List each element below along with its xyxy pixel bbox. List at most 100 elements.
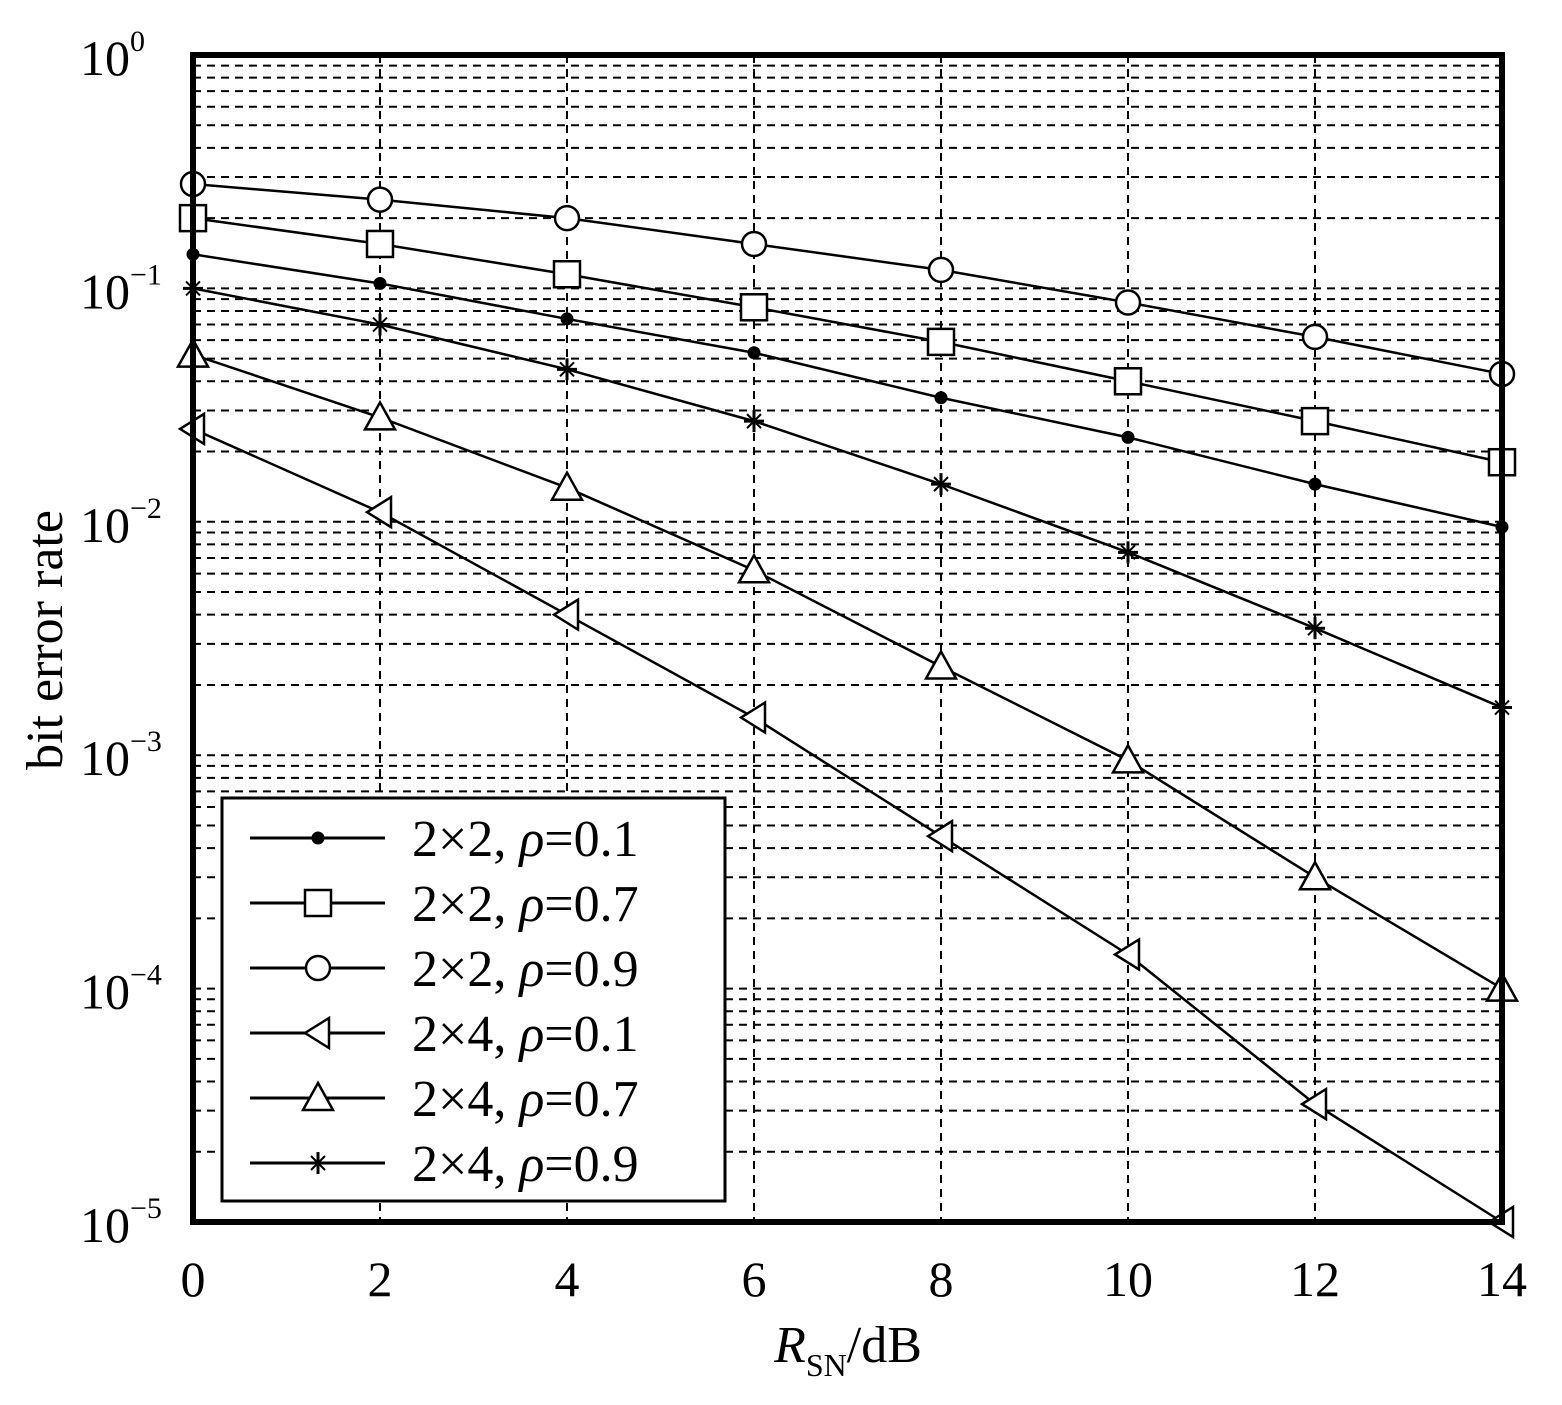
data-point-dot bbox=[560, 312, 574, 326]
y-tick-base: 10 bbox=[80, 263, 130, 319]
legend-label: 2×2, ρ=0.7 bbox=[412, 876, 639, 933]
data-point-dot bbox=[747, 346, 761, 360]
legend-label-prefix: 2×2, bbox=[412, 876, 519, 933]
y-tick-label: 10−3 bbox=[80, 725, 162, 786]
y-tick-base: 10 bbox=[80, 30, 130, 86]
data-point-star bbox=[557, 358, 577, 381]
x-tick-label: 2 bbox=[368, 1251, 393, 1307]
y-tick-exponent: −3 bbox=[130, 725, 162, 758]
legend-label-suffix: =0.1 bbox=[544, 811, 638, 868]
data-point-dot bbox=[1308, 477, 1322, 491]
data-point-circle bbox=[1114, 289, 1142, 316]
x-axis-label-unit: /dB bbox=[847, 1317, 922, 1374]
legend-label-suffix: =0.9 bbox=[544, 1136, 638, 1193]
data-point-triangle-up bbox=[549, 470, 585, 501]
data-point-triangle-left bbox=[925, 818, 954, 854]
x-axis-label-main: R bbox=[773, 1317, 806, 1374]
data-point-triangle-up bbox=[736, 552, 772, 584]
series-line bbox=[192, 287, 1503, 709]
legend-item: 2×2, ρ=0.1 bbox=[250, 811, 639, 868]
legend-label-rho: ρ bbox=[517, 941, 544, 998]
star-stroke bbox=[559, 361, 575, 378]
y-tick-label: 10−2 bbox=[80, 492, 162, 553]
data-point-square bbox=[303, 888, 333, 918]
data-point-dot bbox=[934, 391, 948, 405]
y-tick-exponent: −4 bbox=[130, 959, 162, 992]
star-stroke bbox=[1307, 620, 1323, 636]
legend-label-prefix: 2×2, bbox=[412, 941, 519, 998]
legend-label-rho: ρ bbox=[517, 1006, 544, 1063]
series-5 bbox=[175, 337, 1520, 1002]
data-point-dot bbox=[373, 276, 387, 290]
data-point-dot bbox=[1121, 430, 1135, 444]
data-point-triangle-left bbox=[302, 1015, 331, 1051]
legend-label-prefix: 2×4, bbox=[412, 1006, 519, 1063]
legend-box bbox=[220, 796, 727, 1203]
y-tick-label: 10−5 bbox=[80, 1192, 162, 1253]
y-tick-base: 10 bbox=[80, 964, 130, 1020]
data-point-star bbox=[1305, 617, 1325, 640]
plot-frame bbox=[190, 52, 1505, 1225]
data-point-triangle-up bbox=[923, 648, 959, 680]
x-tick-label: 0 bbox=[181, 1251, 206, 1307]
legend-item: 2×4, ρ=0.7 bbox=[250, 1071, 639, 1128]
legend-label-rho: ρ bbox=[517, 811, 544, 868]
data-point-square bbox=[926, 327, 956, 357]
series-line bbox=[192, 182, 1503, 376]
data-point-triangle-up bbox=[362, 399, 398, 431]
series-line bbox=[192, 353, 1503, 990]
series-3 bbox=[179, 170, 1516, 388]
data-point-dot bbox=[311, 831, 325, 845]
data-point-triangle-left bbox=[738, 700, 767, 735]
y-tick-label: 100 bbox=[80, 25, 145, 86]
series-4 bbox=[177, 411, 1515, 1240]
x-axis-label: RSN/dB bbox=[773, 1317, 922, 1383]
star-stroke bbox=[372, 316, 388, 333]
series-6 bbox=[183, 277, 1512, 719]
legend-label: 2×4, ρ=0.7 bbox=[412, 1071, 639, 1128]
star-stroke bbox=[1120, 544, 1136, 561]
y-tick-exponent: −1 bbox=[130, 258, 162, 291]
data-point-triangle-left bbox=[364, 494, 393, 530]
data-point-square bbox=[365, 229, 395, 259]
x-tick-labels: 0 2 4 6 8 10 12 14 bbox=[181, 1251, 1528, 1307]
data-point-star bbox=[744, 410, 764, 433]
y-tick-exponent: −5 bbox=[130, 1192, 162, 1225]
data-point-star bbox=[1118, 541, 1138, 564]
x-tick-label: 10 bbox=[1103, 1251, 1153, 1307]
x-tick-label: 4 bbox=[555, 1251, 580, 1307]
data-point-triangle-left bbox=[551, 597, 580, 632]
series-line bbox=[192, 427, 1503, 1224]
data-point-circle bbox=[1301, 323, 1329, 351]
data-point-triangle-left bbox=[1112, 937, 1141, 972]
legend-item: 2×4, ρ=0.9 bbox=[250, 1136, 639, 1193]
y-tick-base: 10 bbox=[80, 497, 130, 553]
legend-label-rho: ρ bbox=[517, 1071, 544, 1128]
legend-label: 2×2, ρ=0.1 bbox=[412, 811, 639, 868]
series-line bbox=[192, 216, 1503, 464]
series-layer bbox=[175, 170, 1520, 1240]
x-tick-label: 6 bbox=[742, 1251, 767, 1307]
x-tick-label: 12 bbox=[1290, 1251, 1340, 1307]
legend-item: 2×2, ρ=0.9 bbox=[250, 941, 639, 998]
y-tick-exponent: −2 bbox=[130, 492, 162, 525]
data-point-square bbox=[1300, 406, 1330, 436]
x-tick-label: 8 bbox=[929, 1251, 954, 1307]
legend-item: 2×4, ρ=0.1 bbox=[250, 1006, 639, 1063]
series-line bbox=[192, 253, 1503, 529]
data-point-star bbox=[370, 313, 390, 336]
data-point-circle bbox=[740, 230, 768, 258]
star-stroke bbox=[746, 413, 762, 429]
data-point-circle bbox=[366, 186, 394, 213]
x-tick-label: 14 bbox=[1477, 1251, 1527, 1307]
y-tick-base: 10 bbox=[80, 730, 130, 786]
data-point-square bbox=[739, 293, 769, 322]
data-point-star bbox=[931, 473, 951, 496]
legend-label-suffix: =0.7 bbox=[544, 876, 638, 933]
data-point-triangle-left bbox=[1299, 1086, 1328, 1122]
legend-label-suffix: =0.9 bbox=[544, 941, 638, 998]
data-point-triangle-up bbox=[300, 1080, 336, 1112]
legend-item: 2×2, ρ=0.7 bbox=[250, 876, 639, 933]
